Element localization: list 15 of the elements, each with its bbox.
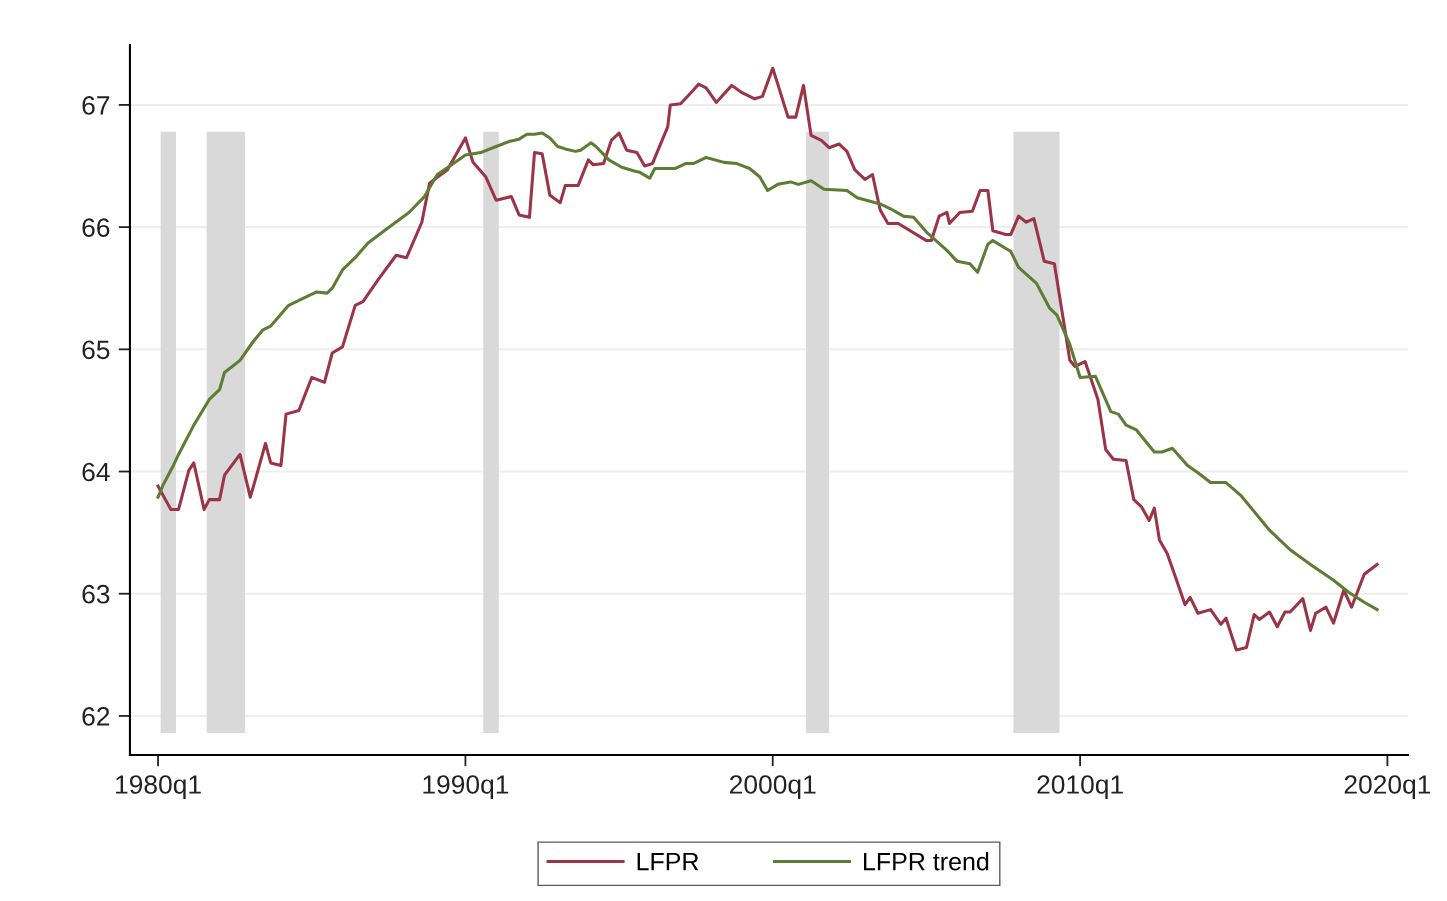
line-series (156, 66, 1379, 652)
x-tick-label: 1990q1 (423, 775, 509, 800)
y-tick-label: 67 (82, 96, 110, 115)
legend-label: LFPR (637, 853, 699, 871)
y-tick-label: 65 (82, 340, 110, 360)
x-tick-label: 1980q1 (116, 775, 201, 800)
x-tick-label: 2010q1 (1037, 775, 1123, 800)
x-tick-label: 2020q1 (1344, 775, 1431, 800)
legend-label: LFPR trend (864, 852, 989, 871)
y-tick-label: 66 (82, 218, 110, 237)
line-series (156, 131, 1379, 612)
x-tick-label: 2000q1 (730, 775, 816, 800)
y-tick-label: 62 (82, 707, 110, 726)
y-tick-label: 64 (82, 462, 110, 482)
y-tick-label: 63 (82, 584, 110, 604)
